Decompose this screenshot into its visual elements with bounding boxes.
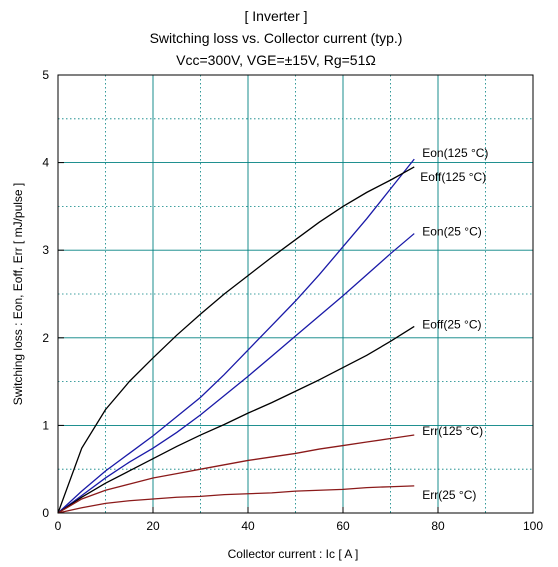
series-label-5: Err(25 °C) — [422, 488, 476, 502]
x-axis-label: Collector current : Ic [ A ] — [228, 547, 359, 561]
x-tick-label: 0 — [55, 519, 62, 533]
series-label-3: Eoff(25 °C) — [422, 317, 481, 331]
x-tick-label: 80 — [431, 519, 445, 533]
y-axis-label: Switching loss : Eon, Eoff, Err [ mJ/pul… — [11, 183, 25, 406]
y-tick-label: 3 — [42, 243, 49, 257]
x-tick-label: 20 — [146, 519, 160, 533]
series-label-0: Eon(125 °C) — [422, 146, 488, 160]
series-line-0 — [57, 158, 415, 514]
title-line-2: Switching loss vs. Collector current (ty… — [150, 30, 403, 46]
series-line-1 — [57, 166, 415, 514]
title-line-1: [ Inverter ] — [244, 8, 307, 24]
series-group — [57, 158, 415, 514]
y-tick-label: 0 — [42, 506, 49, 520]
series-label-4: Err(125 °C) — [422, 424, 483, 438]
grid — [58, 75, 533, 513]
series-labels: Eon(125 °C) Eoff(125 °C) Eon(25 °C) Eoff(25… — [420, 146, 488, 502]
series-line-3 — [57, 325, 415, 514]
series-label-2: Eon(25 °C) — [422, 225, 482, 239]
plot-frame — [57, 74, 534, 514]
x-tick-label: 40 — [241, 519, 255, 533]
y-tick-label: 4 — [42, 156, 49, 170]
series-line-4 — [57, 434, 415, 514]
axis-ticks: 0 20 40 60 80 100 0 1 2 3 4 5 — [42, 68, 543, 533]
series-line-2 — [57, 233, 415, 514]
series-line-5 — [57, 485, 415, 514]
x-tick-label: 60 — [336, 519, 350, 533]
y-tick-label: 2 — [42, 331, 49, 345]
title-line-3: Vcc=300V, VGE=±15V, Rg=51Ω — [176, 52, 376, 68]
y-tick-label: 1 — [42, 418, 49, 432]
series-label-1: Eoff(125 °C) — [420, 170, 486, 184]
y-tick-label: 5 — [42, 68, 49, 82]
x-tick-label: 100 — [523, 519, 543, 533]
chart-title: [ Inverter ] Switching loss vs. Collecto… — [150, 8, 403, 68]
